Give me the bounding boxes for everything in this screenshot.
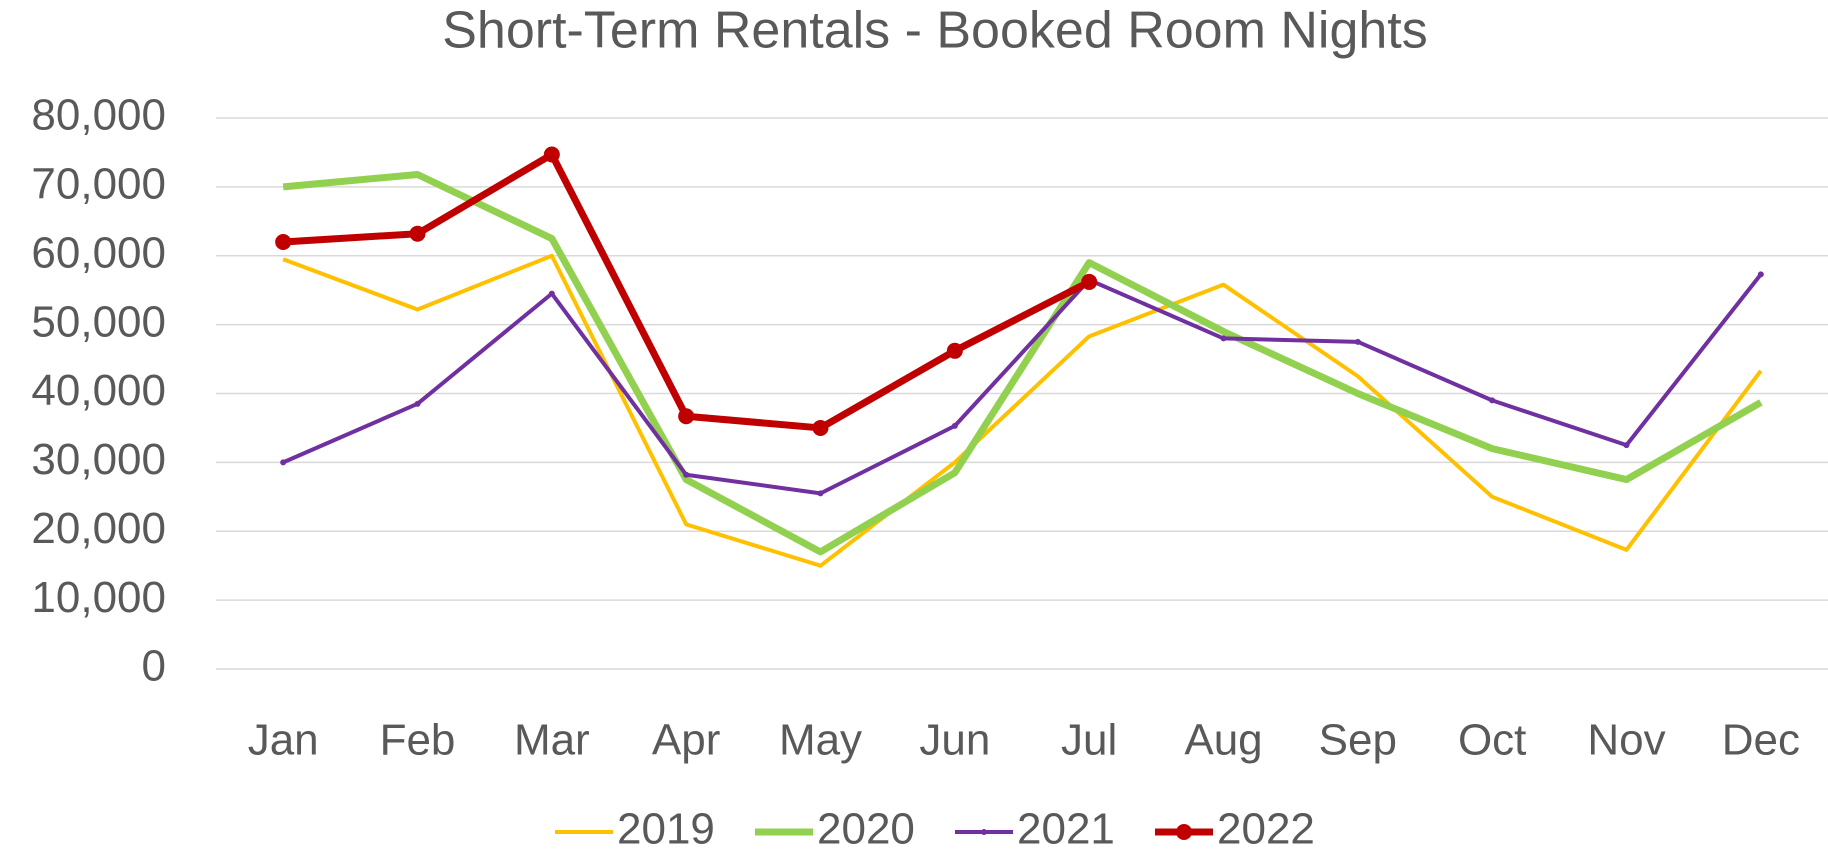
y-tick-label: 10,000 [31, 573, 166, 622]
x-tick-label: May [779, 716, 862, 765]
point [683, 471, 690, 478]
point [414, 400, 421, 407]
point [1623, 442, 1630, 449]
legend-label: 2020 [817, 805, 915, 853]
point [1354, 338, 1361, 345]
y-tick-label: 80,000 [31, 91, 166, 140]
legend-item: 2019 [555, 805, 715, 853]
legend-item: 2022 [1155, 805, 1315, 853]
y-tick-label: 30,000 [31, 435, 166, 484]
x-tick-label: Sep [1319, 716, 1397, 765]
series-line [282, 151, 1091, 432]
series-line [282, 253, 1763, 568]
point [548, 290, 555, 297]
legend-marker [981, 829, 987, 835]
point [1489, 397, 1496, 404]
series-line [282, 273, 1763, 496]
x-tick-label: Feb [380, 716, 456, 765]
point [817, 490, 824, 497]
legend-marker [1176, 824, 1192, 840]
y-tick-label: 70,000 [31, 160, 166, 209]
x-tick-label: Jul [1061, 716, 1117, 765]
chart-title: Short-Term Rentals - Booked Room Nights [442, 2, 1428, 60]
y-tick-label: 60,000 [31, 228, 166, 277]
legend-label: 2021 [1017, 805, 1115, 853]
point [280, 459, 287, 466]
point [1220, 335, 1227, 342]
point [678, 408, 695, 425]
x-tick-label: Mar [514, 716, 590, 765]
point [1757, 271, 1764, 278]
x-tick-label: Jan [248, 716, 319, 765]
point [951, 422, 958, 429]
x-tick-label: Aug [1184, 716, 1262, 765]
point [1081, 273, 1098, 290]
point [946, 342, 963, 359]
point [812, 419, 829, 436]
x-tick-label: Jun [919, 716, 990, 765]
legend-item: 2021 [955, 805, 1115, 853]
point [275, 233, 292, 250]
x-tick-label: Nov [1587, 716, 1665, 765]
y-tick-label: 50,000 [31, 297, 166, 346]
legend-label: 2022 [1217, 805, 1315, 853]
point [409, 225, 426, 242]
x-tick-label: Dec [1722, 716, 1800, 765]
legend-label: 2019 [617, 805, 715, 853]
series-line [282, 170, 1763, 556]
y-tick-label: 20,000 [31, 504, 166, 553]
x-tick-label: Apr [652, 716, 720, 765]
y-tick-label: 40,000 [31, 366, 166, 415]
legend-item: 2020 [755, 805, 915, 853]
x-tick-label: Oct [1458, 716, 1526, 765]
point [543, 146, 560, 163]
y-tick-label: 0 [142, 642, 166, 691]
